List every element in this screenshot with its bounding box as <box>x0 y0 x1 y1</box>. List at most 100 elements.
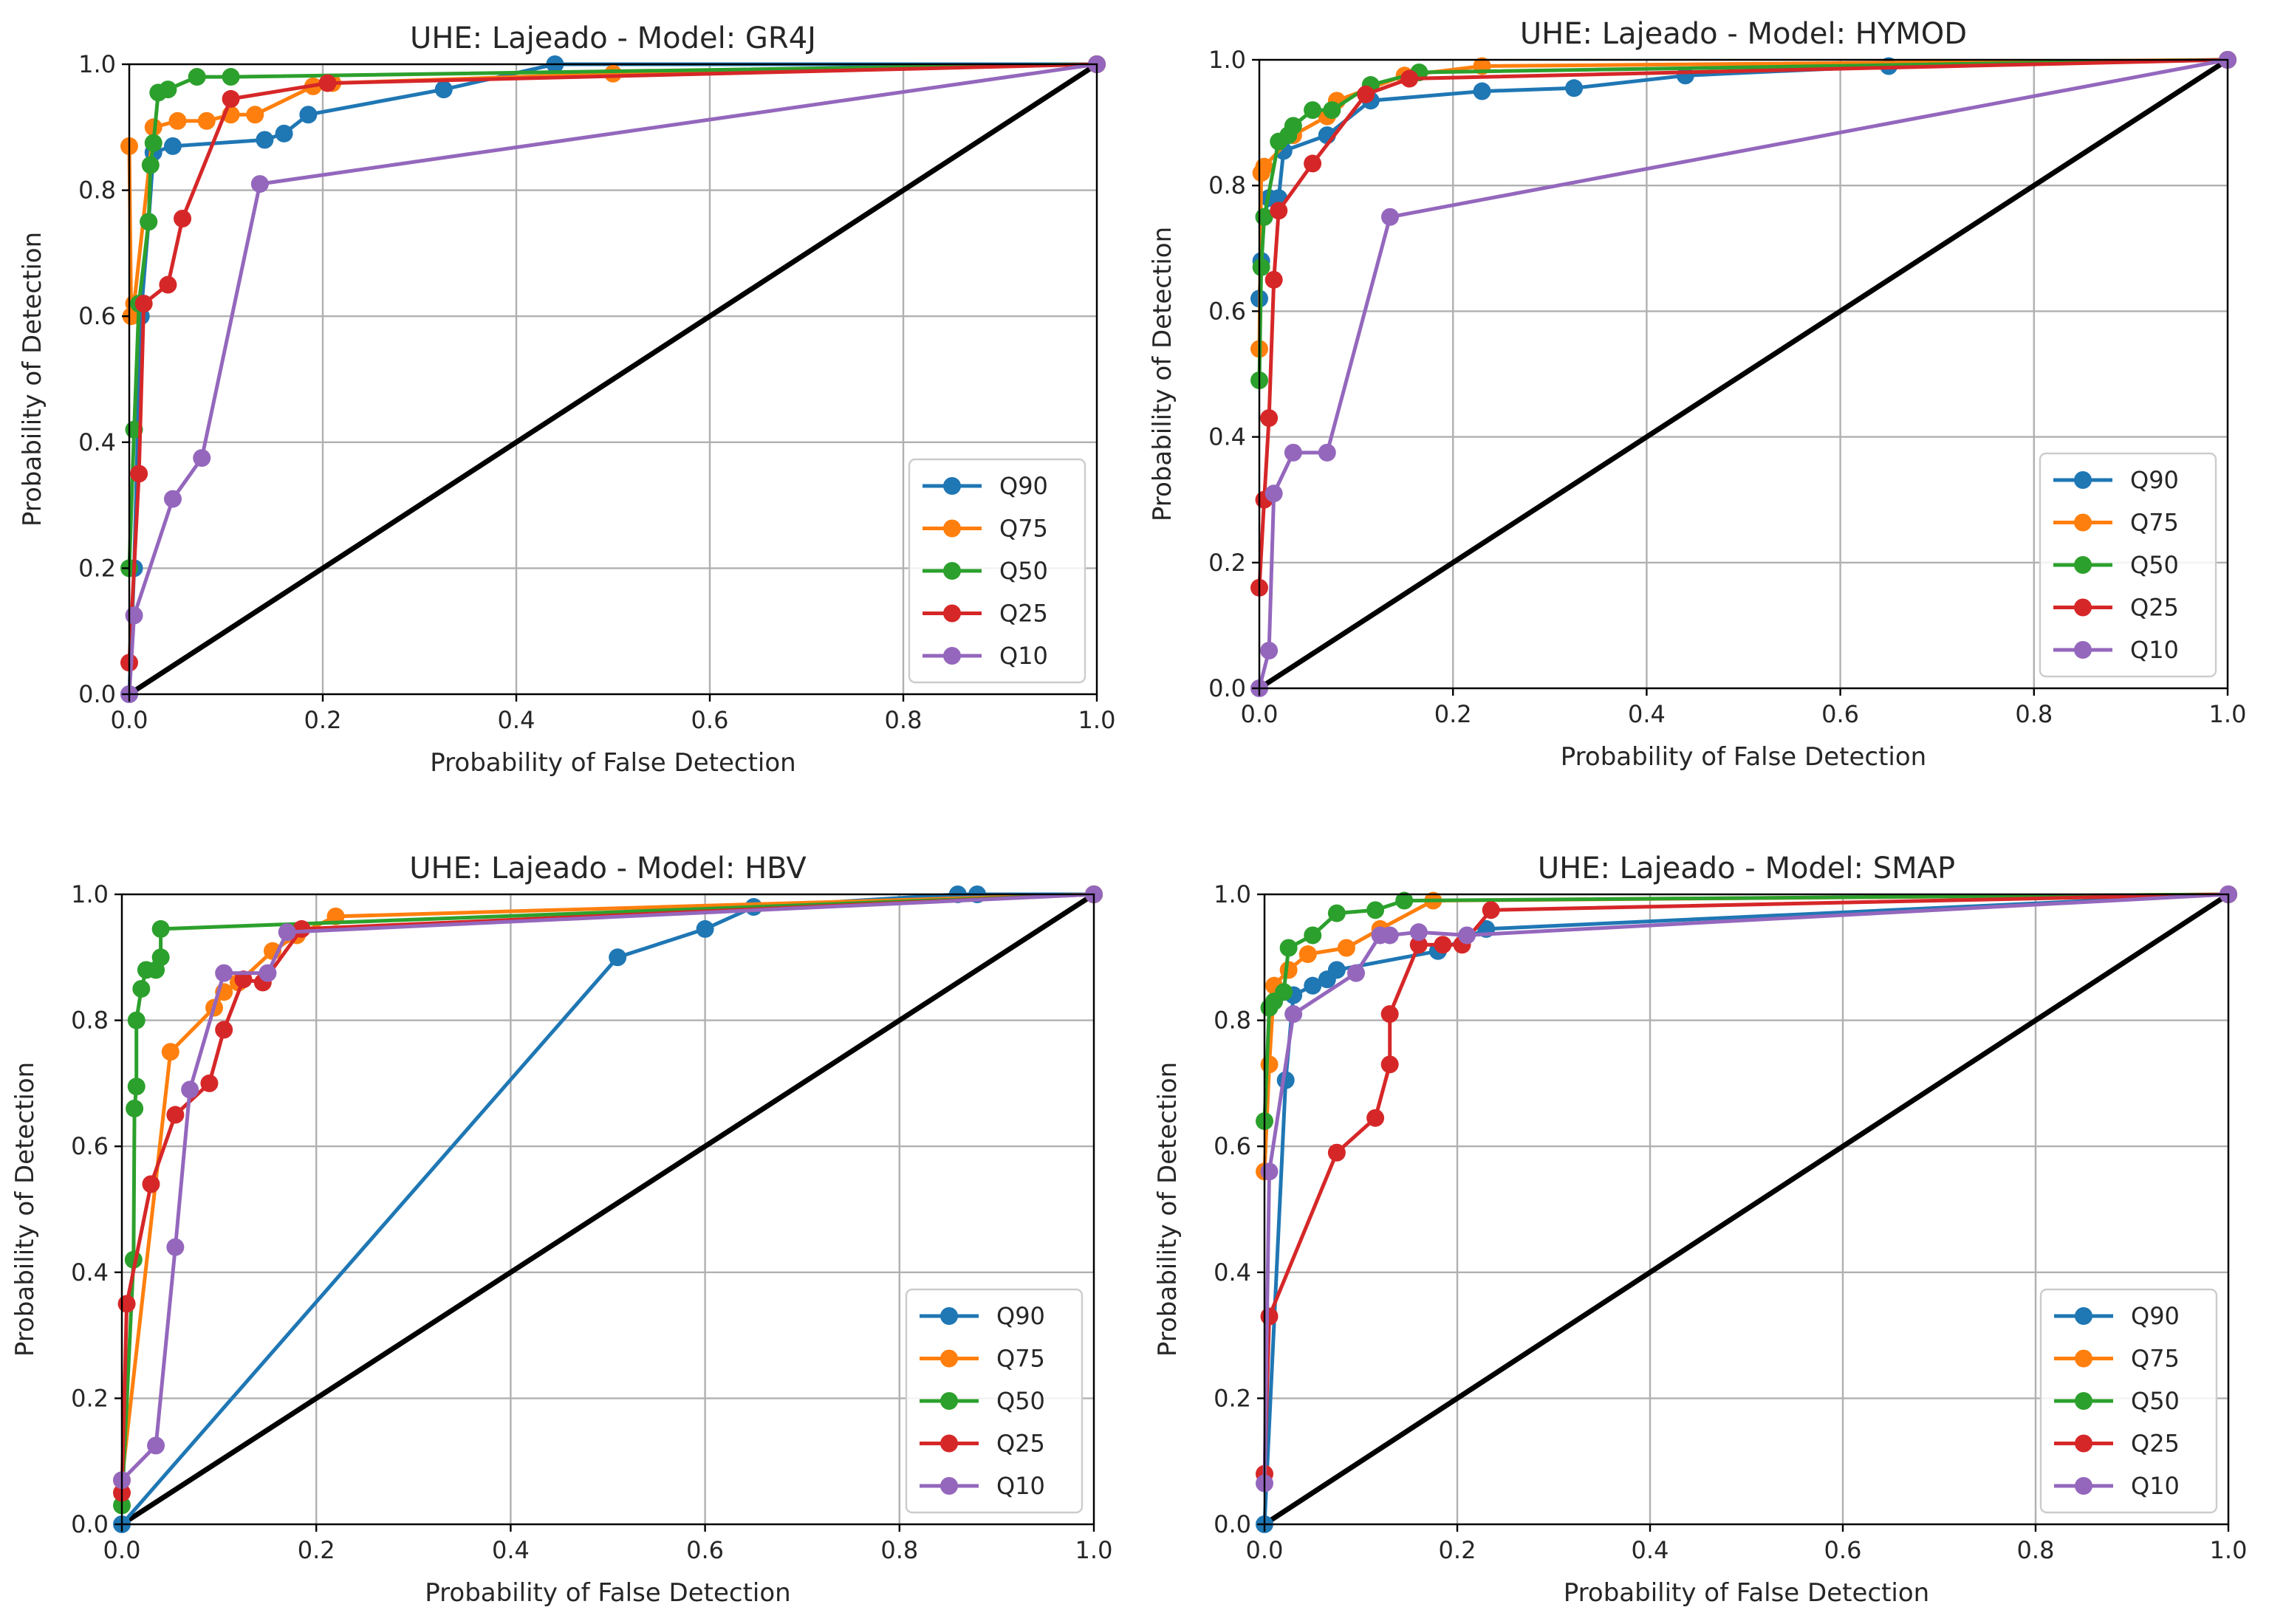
y-tick-label: 0.8 <box>1208 171 1246 199</box>
legend-marker-q50 <box>2074 556 2092 574</box>
data-point-q90 <box>1473 82 1491 100</box>
legend-label-q50: Q50 <box>2131 1387 2180 1415</box>
data-point-q75 <box>168 112 187 130</box>
y-tick-label: 0.6 <box>1214 1132 1251 1160</box>
data-point-q10 <box>250 175 269 193</box>
y-tick-label: 1.0 <box>71 880 109 908</box>
data-point-q25 <box>1304 154 1322 173</box>
chart-title: UHE: Lajeado - Model: HBV <box>409 852 807 885</box>
x-tick-label: 0.6 <box>686 1536 724 1564</box>
data-point-q75 <box>604 64 622 83</box>
x-tick-label: 0.8 <box>2015 700 2053 728</box>
data-point-q75 <box>1260 1055 1279 1074</box>
chart-panel-2: 0.0 0.2 0.4 0.6 0.8 1.0 0.0 0.2 0.4 0.6 0.8 1.0 UHE:… <box>1148 17 2246 772</box>
series-line-q25 <box>127 62 1098 663</box>
y-tick-label: 0.4 <box>78 428 116 456</box>
no-skill-diagonal <box>1258 58 2229 691</box>
y-tick-label: 0.2 <box>1208 549 1246 577</box>
data-point-q25 <box>292 919 311 938</box>
y-tick-label: 1.0 <box>78 50 116 78</box>
data-point-q50 <box>1252 258 1270 276</box>
data-point-q90 <box>1327 961 1346 979</box>
data-point-q50 <box>222 68 240 86</box>
legend-marker-q75 <box>2075 1349 2092 1368</box>
data-point-q25 <box>215 1021 233 1039</box>
chart-panel-1: 0.0 0.2 0.4 0.6 0.8 1.0 0.0 0.2 0.4 0.6 0.8 1.0 UHE:… <box>18 21 1115 778</box>
data-point-q10 <box>1284 1005 1303 1024</box>
y-tick-label: 0.8 <box>1214 1007 1251 1035</box>
y-tick-label: 0.0 <box>1214 1510 1251 1538</box>
data-point-q10 <box>1260 641 1279 659</box>
legend-marker-q10 <box>2074 641 2092 659</box>
x-tick-label: 0.2 <box>1439 1536 1476 1564</box>
data-point-q25 <box>1380 1055 1399 1074</box>
chart-panel-4: 0.0 0.2 0.4 0.6 0.8 1.0 0.0 0.2 0.4 0.6 0.8 1.0 UHE:… <box>1153 852 2247 1608</box>
data-point-q10 <box>1458 926 1476 945</box>
data-point-q10 <box>259 964 277 982</box>
data-point-q50 <box>141 156 160 174</box>
x-tick-label: 1.0 <box>1078 706 1116 734</box>
axes-frame <box>1258 58 2229 690</box>
legend-label-q75: Q75 <box>2130 509 2179 537</box>
data-point-q25 <box>1380 1005 1399 1024</box>
no-skill-diagonal <box>1263 892 2230 1527</box>
legend-label-q90: Q90 <box>2130 466 2179 494</box>
y-axis-label: Probability of Detection <box>1153 1062 1183 1357</box>
x-tick-label: 0.0 <box>1246 1536 1284 1564</box>
x-axis-label: Probability of False Detection <box>1564 1578 1929 1608</box>
data-point-q50 <box>159 80 177 99</box>
legend-marker-q50 <box>940 1392 958 1410</box>
y-tick-label: 1.0 <box>1208 46 1246 74</box>
data-point-q10 <box>1409 923 1428 942</box>
data-point-q25 <box>1260 1307 1279 1326</box>
y-tick-label: 0.0 <box>71 1510 109 1538</box>
data-point-q75 <box>197 112 216 130</box>
series-line-q10 <box>127 62 1098 695</box>
legend-marker-q90 <box>943 477 961 495</box>
data-point-q25 <box>318 74 337 92</box>
x-tick-label: 0.4 <box>498 706 535 734</box>
legend-label-q90: Q90 <box>2131 1302 2180 1330</box>
chart-title: UHE: Lajeado - Model: SMAP <box>1538 852 1955 885</box>
x-tick-label: 1.0 <box>2210 1536 2248 1564</box>
y-tick-label: 0.0 <box>1208 674 1246 702</box>
x-tick-label: 0.4 <box>1628 700 1666 728</box>
data-point-q50 <box>188 68 206 86</box>
legend-label-q50: Q50 <box>996 1387 1045 1415</box>
axes-frame <box>128 63 1098 696</box>
y-tick-label: 0.8 <box>78 177 116 205</box>
x-tick-label: 0.6 <box>1821 700 1859 728</box>
data-point-q50 <box>1304 101 1322 120</box>
legend-marker-q25 <box>943 604 961 623</box>
legend-label-q10: Q10 <box>999 642 1048 670</box>
legend-marker-q75 <box>943 519 961 538</box>
data-point-q25 <box>1482 901 1500 919</box>
legend-label-q10: Q10 <box>996 1472 1045 1500</box>
x-tick-label: 0.2 <box>298 1536 335 1564</box>
data-point-q75 <box>1298 945 1317 964</box>
data-point-q25 <box>130 465 148 483</box>
data-point-q90 <box>434 80 453 99</box>
x-tick-label: 0.4 <box>492 1536 530 1564</box>
legend-label-q25: Q25 <box>2131 1430 2180 1458</box>
data-point-q25 <box>174 209 192 227</box>
data-point-q75 <box>1337 939 1355 957</box>
no-skill-diagonal <box>120 892 1095 1527</box>
legend: Q90 Q75 Q50 Q25 Q10 <box>2039 452 2217 678</box>
no-skill-diagonal <box>128 62 1098 696</box>
legend-marker-q25 <box>2075 1434 2092 1453</box>
legend-label-q75: Q75 <box>999 515 1048 543</box>
legend-marker-q10 <box>2075 1477 2092 1495</box>
data-point-q50 <box>151 919 170 938</box>
data-point-q90 <box>256 131 274 149</box>
axes-frame <box>1263 893 2230 1526</box>
data-point-q25 <box>117 1295 136 1313</box>
y-axis-label: Probability of Detection <box>18 232 47 527</box>
legend-marker-q10 <box>940 1477 958 1495</box>
legend-marker-q75 <box>2074 513 2092 532</box>
data-point-q90 <box>1565 79 1584 97</box>
data-point-q10 <box>193 449 211 467</box>
legend-marker-q90 <box>940 1307 958 1325</box>
legend-marker-q50 <box>2075 1392 2092 1410</box>
